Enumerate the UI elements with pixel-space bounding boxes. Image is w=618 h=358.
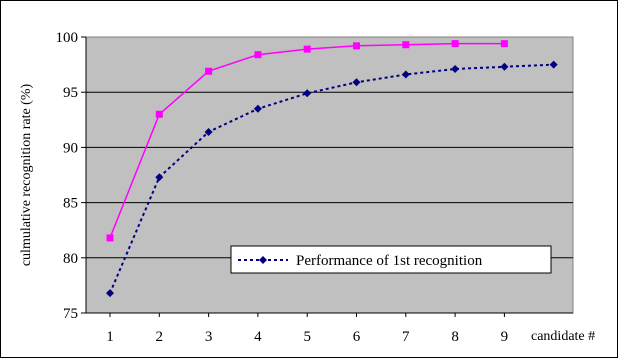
x-axis-label: candidate # bbox=[531, 329, 595, 344]
y-tick-label-85: 85 bbox=[63, 196, 78, 212]
x-tick-label-2: 2 bbox=[156, 329, 164, 345]
series-2-point-8 bbox=[451, 65, 460, 74]
x-tick-label-7: 7 bbox=[402, 329, 410, 345]
series-1-point-4 bbox=[254, 51, 262, 59]
y-axis-label: culmulative recognition rate (%) bbox=[19, 84, 34, 267]
axes bbox=[85, 37, 573, 314]
series-2-point-4 bbox=[253, 104, 262, 113]
series-2-line bbox=[109, 63, 554, 294]
x-tick-label-1: 1 bbox=[106, 329, 114, 345]
series-2-point-5 bbox=[303, 89, 312, 98]
legend-diamond-marker bbox=[259, 256, 267, 264]
series-1-point-6 bbox=[353, 42, 360, 50]
x-axis-ticks: 1 2 3 4 5 6 7 8 9 bbox=[106, 313, 508, 345]
legend-box bbox=[230, 245, 552, 274]
x-tick-label-3: 3 bbox=[205, 329, 213, 345]
series-1-point-7 bbox=[402, 41, 410, 49]
series-2-point-7 bbox=[401, 70, 410, 79]
x-tick-label-5: 5 bbox=[303, 329, 311, 345]
series-2-point-3 bbox=[204, 127, 213, 136]
y-tick-label-100: 100 bbox=[56, 30, 79, 46]
series-2-point-10 bbox=[549, 60, 558, 69]
series-2-point-9 bbox=[500, 62, 509, 71]
x-tick-label-8: 8 bbox=[451, 329, 459, 345]
series-2-point-2 bbox=[155, 173, 164, 182]
y-tick-label-80: 80 bbox=[63, 251, 78, 267]
series-1-point-5 bbox=[303, 45, 311, 53]
y-tick-label-95: 95 bbox=[63, 85, 78, 101]
x-tick-label-4: 4 bbox=[254, 329, 262, 345]
series-1-point-9 bbox=[500, 40, 508, 48]
x-tick-label-6: 6 bbox=[353, 329, 361, 345]
series-2-point-6 bbox=[352, 78, 361, 87]
y-tick-label-75: 75 bbox=[63, 306, 78, 322]
series-layer bbox=[106, 40, 558, 298]
y-tick-label-90: 90 bbox=[63, 140, 78, 156]
x-tick-label-9: 9 bbox=[501, 329, 509, 345]
series-1-point-2 bbox=[155, 110, 163, 118]
legend-entry-label: Performance of 1st recognition bbox=[296, 253, 483, 269]
series-2-point-1 bbox=[106, 289, 114, 298]
series-1-point-8 bbox=[451, 40, 459, 48]
y-axis-ticks: 75 80 85 90 95 100 bbox=[56, 30, 86, 322]
series-1-point-1 bbox=[106, 234, 114, 242]
legend: Performance of 1st recognition bbox=[230, 245, 552, 274]
series-1-point-3 bbox=[205, 67, 213, 75]
